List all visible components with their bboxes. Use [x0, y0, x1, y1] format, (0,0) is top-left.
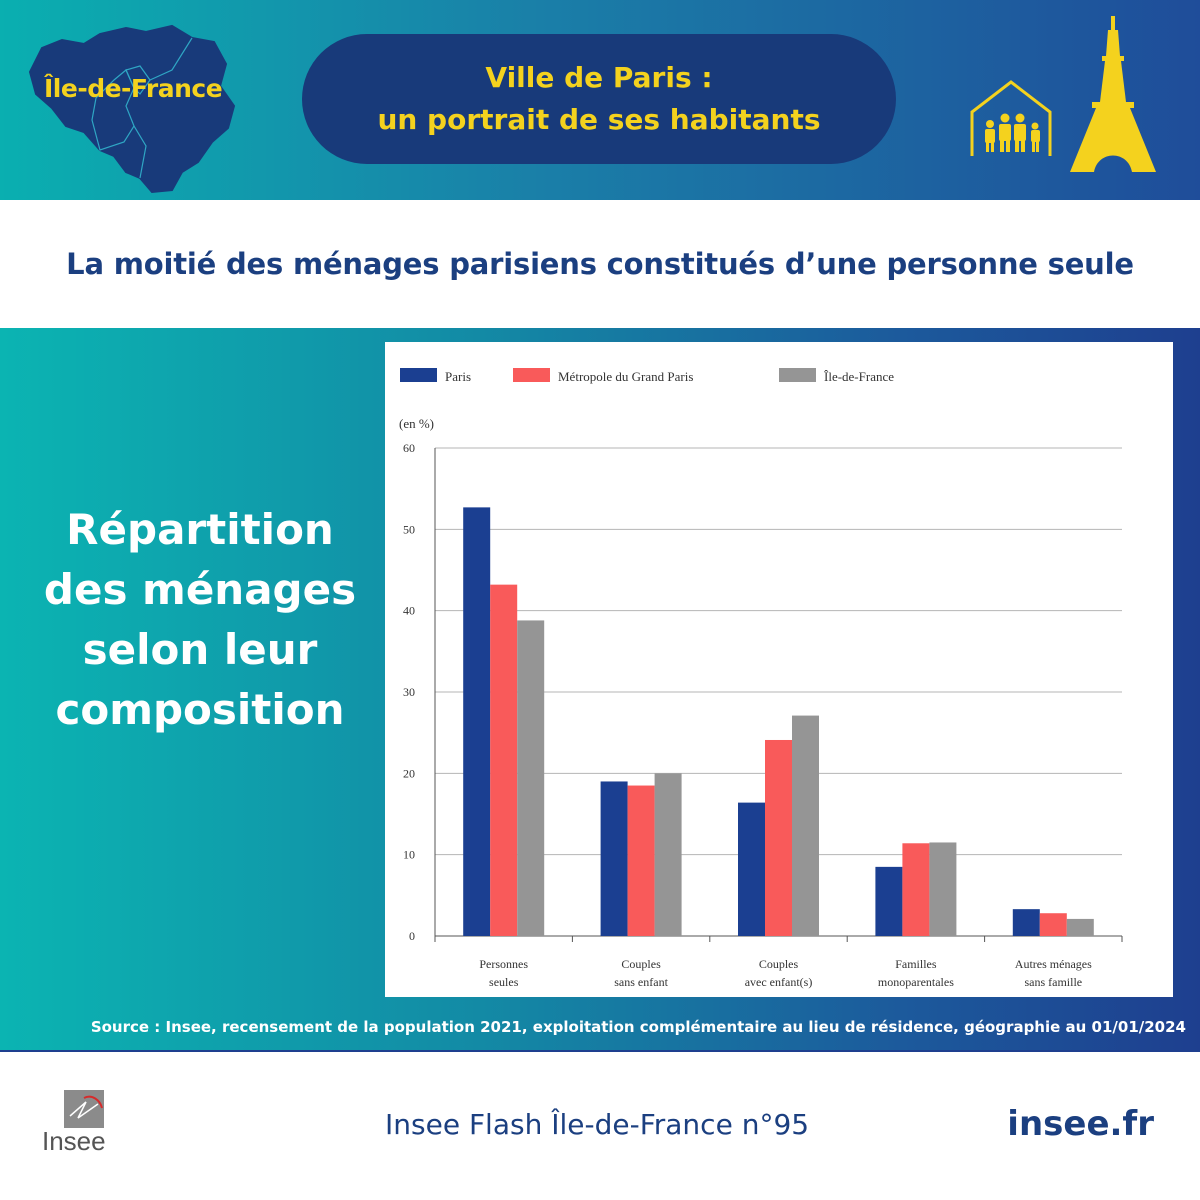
y-tick-label: 50 — [403, 522, 415, 536]
bar — [654, 773, 682, 936]
legend-label: Île-de-France — [824, 369, 894, 384]
x-tick-label: Personnes — [479, 957, 528, 971]
y-tick-label: 40 — [403, 604, 415, 618]
x-tick-label: Familles — [895, 957, 937, 971]
y-tick-label: 20 — [403, 766, 415, 780]
side-title-line: composition — [55, 685, 345, 734]
subtitle-band: La moitié des ménages parisiens constitu… — [0, 200, 1200, 328]
source-note: Source : Insee, recensement de la popula… — [90, 1018, 1186, 1036]
legend-swatch — [513, 368, 550, 382]
x-tick-label: sans famille — [1024, 975, 1082, 989]
bar — [627, 785, 655, 936]
bar — [765, 739, 792, 936]
side-title-line: Répartition — [66, 505, 334, 554]
legend-label: Métropole du Grand Paris — [558, 369, 693, 384]
y-tick-label: 30 — [403, 685, 415, 699]
insee-logo-text: Insee — [42, 1126, 106, 1156]
bar-chart: Paris Métropole du Grand Paris Île-de-Fran… — [399, 368, 1123, 989]
publication-reference: Insee Flash Île-de-France n°95 — [385, 1108, 810, 1141]
bar — [517, 620, 545, 936]
side-title: Répartition des ménages selon leur compo… — [30, 500, 370, 740]
bar — [1039, 913, 1067, 936]
site-link[interactable]: insee.fr — [1007, 1104, 1154, 1144]
y-tick-label: 0 — [409, 929, 415, 943]
title-line-1: Ville de Paris : — [485, 61, 713, 94]
y-tick-label: 60 — [403, 441, 415, 455]
bar — [600, 781, 628, 936]
y-tick-label: 10 — [403, 848, 415, 862]
bar — [738, 802, 765, 936]
region-label: Île-de-France — [44, 74, 223, 103]
chart-panel: Paris Métropole du Grand Paris Île-de-Fran… — [385, 342, 1173, 997]
insee-logo-mark — [64, 1090, 104, 1128]
x-tick-label: avec enfant(s) — [745, 975, 813, 989]
legend-swatch — [400, 368, 437, 382]
x-tick-label: Autres ménages — [1015, 957, 1092, 971]
x-tick-label: seules — [489, 975, 519, 989]
main-panel: Répartition des ménages selon leur compo… — [0, 328, 1200, 1050]
family-house-icon — [970, 80, 1052, 156]
legend-swatch — [779, 368, 816, 382]
bar — [929, 842, 957, 936]
bar — [1066, 918, 1094, 936]
x-tick-label: sans enfant — [614, 975, 668, 989]
legend-label: Paris — [445, 369, 471, 384]
bar — [1012, 909, 1040, 936]
title-line-2: un portrait de ses habitants — [377, 103, 821, 136]
page-title: Ville de Paris : un portrait de ses habi… — [302, 34, 896, 164]
side-title-line: des ménages — [43, 565, 357, 614]
footer-divider — [0, 1050, 1200, 1052]
insee-logo: Insee — [40, 1088, 112, 1158]
bar — [875, 866, 903, 936]
y-axis-label: (en %) — [399, 416, 434, 431]
header-banner: Île-de-France Ville de Paris : un portra… — [0, 0, 1200, 200]
subtitle: La moitié des ménages parisiens constitu… — [66, 247, 1134, 281]
eiffel-tower-icon — [1070, 16, 1156, 172]
x-tick-label: Couples — [621, 957, 661, 971]
x-tick-label: Couples — [759, 957, 799, 971]
bar — [792, 715, 819, 936]
ile-de-france-map-icon — [28, 24, 236, 194]
side-title-line: selon leur — [82, 625, 318, 674]
x-tick-label: monoparentales — [878, 975, 954, 989]
bar — [490, 584, 518, 936]
bar — [902, 843, 930, 936]
bar — [463, 507, 491, 936]
